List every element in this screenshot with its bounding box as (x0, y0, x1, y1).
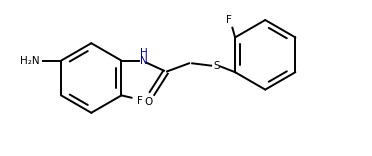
Text: F: F (227, 15, 232, 25)
Text: O: O (144, 97, 152, 107)
Text: N: N (140, 56, 147, 66)
Text: S: S (213, 61, 220, 71)
Text: H₂N: H₂N (19, 56, 39, 66)
Text: H: H (140, 48, 147, 58)
Text: F: F (137, 96, 143, 106)
